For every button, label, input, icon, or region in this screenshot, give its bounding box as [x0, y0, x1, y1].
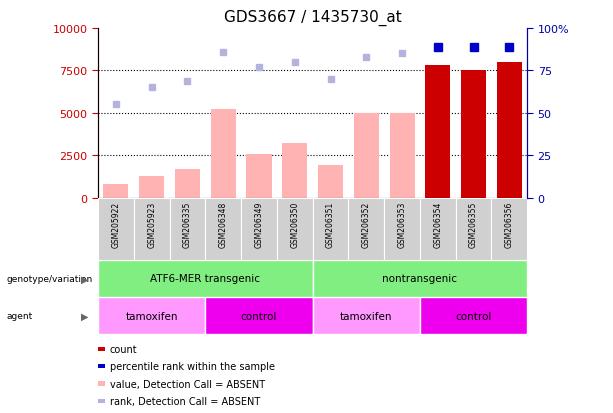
Bar [98, 297, 205, 335]
Bar [455, 198, 492, 260]
Text: GSM206348: GSM206348 [219, 202, 228, 247]
Text: count: count [110, 344, 137, 354]
Bar [348, 198, 384, 260]
Text: GSM206350: GSM206350 [290, 202, 299, 248]
Text: nontransgenic: nontransgenic [383, 274, 457, 284]
Text: percentile rank within the sample: percentile rank within the sample [110, 361, 275, 371]
Text: value, Detection Call = ABSENT: value, Detection Call = ABSENT [110, 379, 265, 389]
Bar [354, 114, 379, 198]
Bar [205, 198, 241, 260]
Bar [313, 297, 420, 335]
Text: ▶: ▶ [82, 274, 89, 284]
Bar [420, 198, 455, 260]
Text: genotype/variation: genotype/variation [6, 274, 93, 283]
Bar [389, 114, 414, 198]
Bar [384, 198, 420, 260]
Bar [246, 154, 272, 198]
Text: GSM205923: GSM205923 [147, 202, 156, 247]
Bar [211, 110, 236, 198]
Bar [313, 260, 527, 297]
Bar [104, 185, 129, 198]
Text: GSM206356: GSM206356 [504, 202, 514, 248]
Title: GDS3667 / 1435730_at: GDS3667 / 1435730_at [224, 10, 402, 26]
Bar [139, 176, 164, 198]
Bar [241, 198, 277, 260]
Text: ▶: ▶ [82, 311, 89, 321]
Text: GSM206355: GSM206355 [469, 202, 478, 248]
Bar [313, 198, 348, 260]
Bar [98, 198, 134, 260]
Bar [425, 66, 451, 198]
Text: GSM206349: GSM206349 [254, 202, 264, 248]
Text: ATF6-MER transgenic: ATF6-MER transgenic [150, 274, 261, 284]
Bar [170, 198, 205, 260]
Bar [277, 198, 313, 260]
Text: GSM206354: GSM206354 [433, 202, 443, 248]
Bar [282, 144, 307, 198]
Bar [318, 166, 343, 198]
Bar [175, 169, 200, 198]
Bar [98, 260, 313, 297]
Text: control: control [241, 311, 277, 321]
Bar [492, 198, 527, 260]
Text: GSM205922: GSM205922 [112, 202, 121, 247]
Text: rank, Detection Call = ABSENT: rank, Detection Call = ABSENT [110, 396, 260, 406]
Text: tamoxifen: tamoxifen [340, 311, 392, 321]
Text: GSM206351: GSM206351 [326, 202, 335, 247]
Text: GSM206335: GSM206335 [183, 202, 192, 248]
Text: GSM206352: GSM206352 [362, 202, 371, 247]
Text: control: control [455, 311, 492, 321]
Bar [461, 71, 486, 198]
Bar [134, 198, 170, 260]
Text: GSM206353: GSM206353 [397, 202, 406, 248]
Bar [420, 297, 527, 335]
Text: tamoxifen: tamoxifen [126, 311, 178, 321]
Bar [497, 63, 522, 198]
Bar [205, 297, 313, 335]
Text: agent: agent [6, 311, 32, 320]
